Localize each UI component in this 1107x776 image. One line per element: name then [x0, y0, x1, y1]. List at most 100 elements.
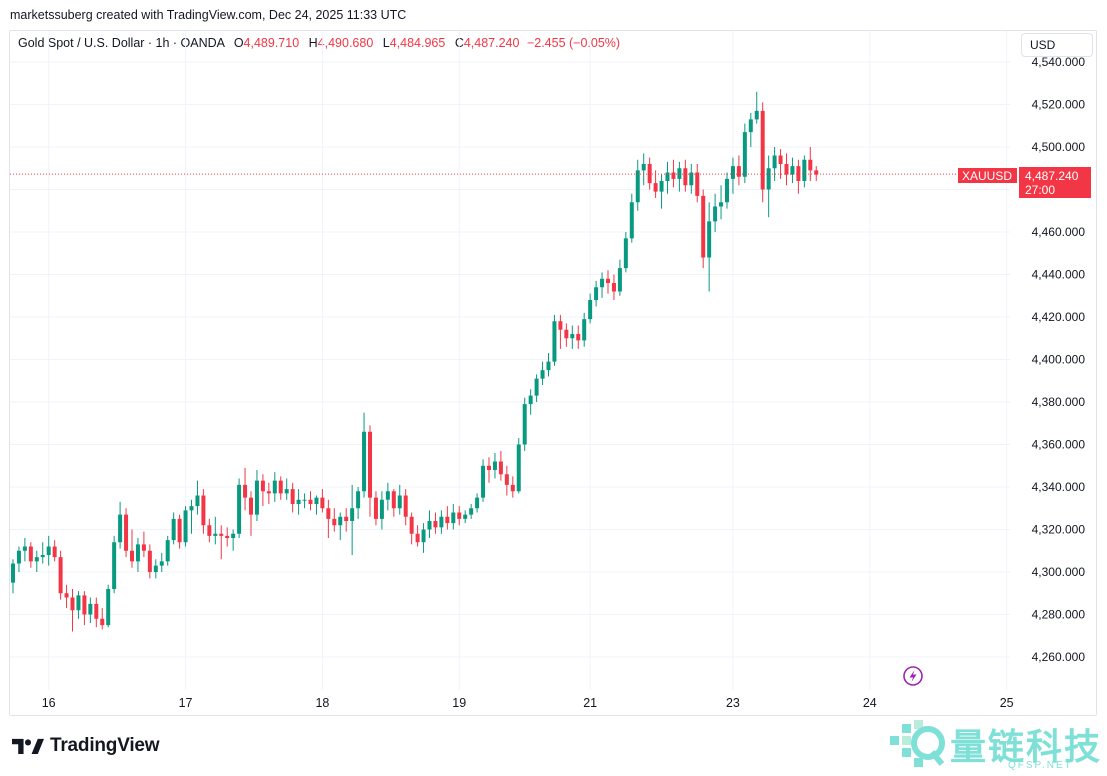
candle: [802, 155, 807, 188]
candle: [742, 123, 747, 184]
candle: [368, 425, 372, 517]
candle-body: [231, 533, 236, 538]
candle: [362, 412, 367, 498]
candle-body: [135, 544, 140, 562]
y-tick-label: 4,260.000: [1032, 650, 1086, 664]
symbol-description[interactable]: Gold Spot / U.S. Dollar · 1h · OANDA: [18, 36, 225, 50]
tradingview-logo[interactable]: TradingView: [12, 735, 160, 757]
candle: [201, 489, 206, 534]
candle-body: [373, 497, 378, 519]
candle: [94, 597, 99, 628]
x-tick-label: 25: [1000, 696, 1014, 710]
candle: [391, 489, 396, 517]
y-tick-label: 4,280.000: [1032, 608, 1086, 622]
candle-body: [570, 334, 575, 339]
candle-body: [64, 593, 69, 598]
candle-body: [725, 178, 729, 203]
candle-body: [498, 461, 503, 475]
candle: [683, 159, 688, 192]
candle-body: [272, 480, 277, 494]
candle: [540, 361, 545, 385]
candle-body: [52, 546, 57, 558]
candle-body: [504, 474, 509, 485]
candle-body: [534, 378, 539, 396]
candle: [778, 149, 783, 179]
candle-body: [665, 172, 670, 181]
candle: [457, 506, 462, 526]
candle-body: [713, 206, 718, 222]
candle: [249, 491, 253, 536]
candle: [433, 512, 438, 534]
candle-body: [344, 516, 349, 521]
candle-body: [391, 491, 396, 509]
candle: [784, 153, 789, 186]
symbol-tag-bg: [958, 168, 1017, 183]
candle-body: [106, 589, 111, 626]
candle: [713, 193, 718, 232]
candle-body: [742, 132, 747, 177]
candle-body: [189, 506, 194, 511]
candle: [451, 504, 456, 530]
candle: [546, 353, 551, 377]
candle-body: [225, 535, 230, 538]
candle-body: [784, 164, 789, 175]
candle: [588, 293, 593, 324]
candle: [760, 102, 765, 203]
candle-body: [582, 319, 587, 341]
candle: [719, 185, 724, 220]
tradingview-wordmark: TradingView: [50, 735, 160, 756]
candle: [606, 270, 610, 294]
candle: [124, 508, 129, 558]
candle-body: [195, 495, 200, 507]
candle-body: [463, 514, 468, 519]
candle: [379, 491, 384, 530]
candle-body: [314, 497, 319, 504]
candle: [481, 459, 486, 502]
open-key: O: [233, 36, 244, 50]
y-tick-label: 4,440.000: [1032, 268, 1086, 282]
lightning-icon[interactable]: [903, 666, 923, 686]
candle: [266, 482, 271, 504]
candle: [141, 531, 146, 558]
candle-body: [808, 159, 813, 171]
change-value: −2.455 (−0.05%): [526, 36, 621, 50]
candle-body: [766, 168, 771, 190]
candle-body: [421, 529, 426, 543]
candle-body: [510, 484, 515, 492]
candle: [558, 314, 563, 349]
watermark-text: 量链科技: [950, 727, 1103, 768]
candle-body: [802, 159, 807, 181]
candle-body: [177, 518, 182, 543]
candle: [171, 512, 176, 545]
candle: [522, 397, 527, 451]
candle-body: [653, 183, 658, 192]
candle-body: [385, 491, 390, 500]
candle: [159, 552, 164, 572]
candle-body: [237, 484, 242, 534]
candle: [82, 591, 87, 626]
candle-body: [183, 510, 188, 543]
candle: [308, 491, 313, 511]
candle: [397, 484, 402, 515]
candle: [130, 529, 134, 568]
candle: [243, 467, 248, 511]
candle: [635, 159, 640, 211]
candle: [46, 535, 51, 566]
candle-body: [34, 557, 39, 562]
candle: [225, 527, 230, 547]
currency-button[interactable]: USD: [1021, 33, 1093, 57]
price-tag: XAUUSD 4,487.240 27:00: [958, 167, 1091, 198]
candle-body: [611, 283, 616, 292]
candle: [516, 438, 521, 494]
candle: [736, 155, 741, 186]
chart-frame: [9, 30, 1097, 716]
candle-body: [719, 202, 724, 207]
candle-body: [701, 195, 706, 258]
candle-body: [695, 172, 700, 196]
candle: [403, 489, 408, 526]
candle: [88, 597, 93, 623]
watermark-site: QFSP.NET: [1008, 760, 1073, 771]
candle-body: [397, 495, 402, 509]
candle: [22, 538, 27, 562]
